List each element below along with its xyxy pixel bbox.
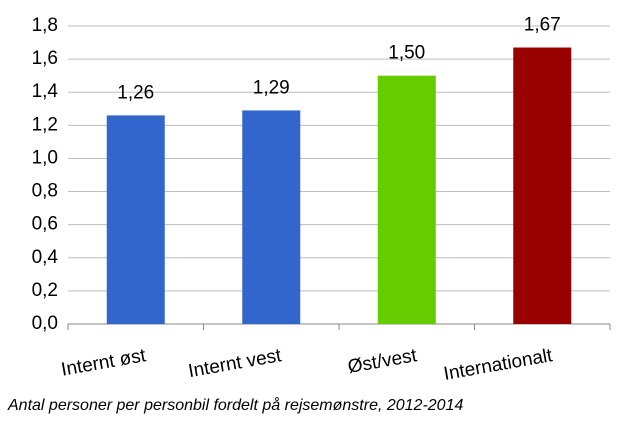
y-tick-label: 0,8 <box>32 181 58 202</box>
y-tick-label: 1,8 <box>32 15 58 36</box>
bar <box>242 110 301 324</box>
y-tick-label: 1,2 <box>32 114 58 135</box>
y-tick-label: 1,4 <box>32 81 59 102</box>
caption: Antal personer per personbil fordelt på … <box>7 396 463 414</box>
y-tick-label: 1,0 <box>32 147 58 168</box>
x-tick-label: Internt vest <box>187 345 284 382</box>
x-tick-label: Øst/vest <box>346 345 419 378</box>
y-tick-label: 0,4 <box>32 247 59 268</box>
bar <box>513 47 572 325</box>
bar <box>377 75 436 325</box>
y-tick-label: 0,2 <box>32 280 58 301</box>
value-label: 1,67 <box>524 15 561 36</box>
value-label: 1,26 <box>117 82 154 103</box>
value-label: 1,50 <box>388 43 425 64</box>
y-tick-label: 1,6 <box>32 48 58 69</box>
bar <box>106 115 165 325</box>
y-tick-label: 0,0 <box>32 313 58 334</box>
y-tick-label: 0,6 <box>32 214 58 235</box>
value-label: 1,29 <box>253 77 290 98</box>
x-tick-label: Internationalt <box>442 345 555 385</box>
x-tick-label: Internt øst <box>60 345 149 381</box>
